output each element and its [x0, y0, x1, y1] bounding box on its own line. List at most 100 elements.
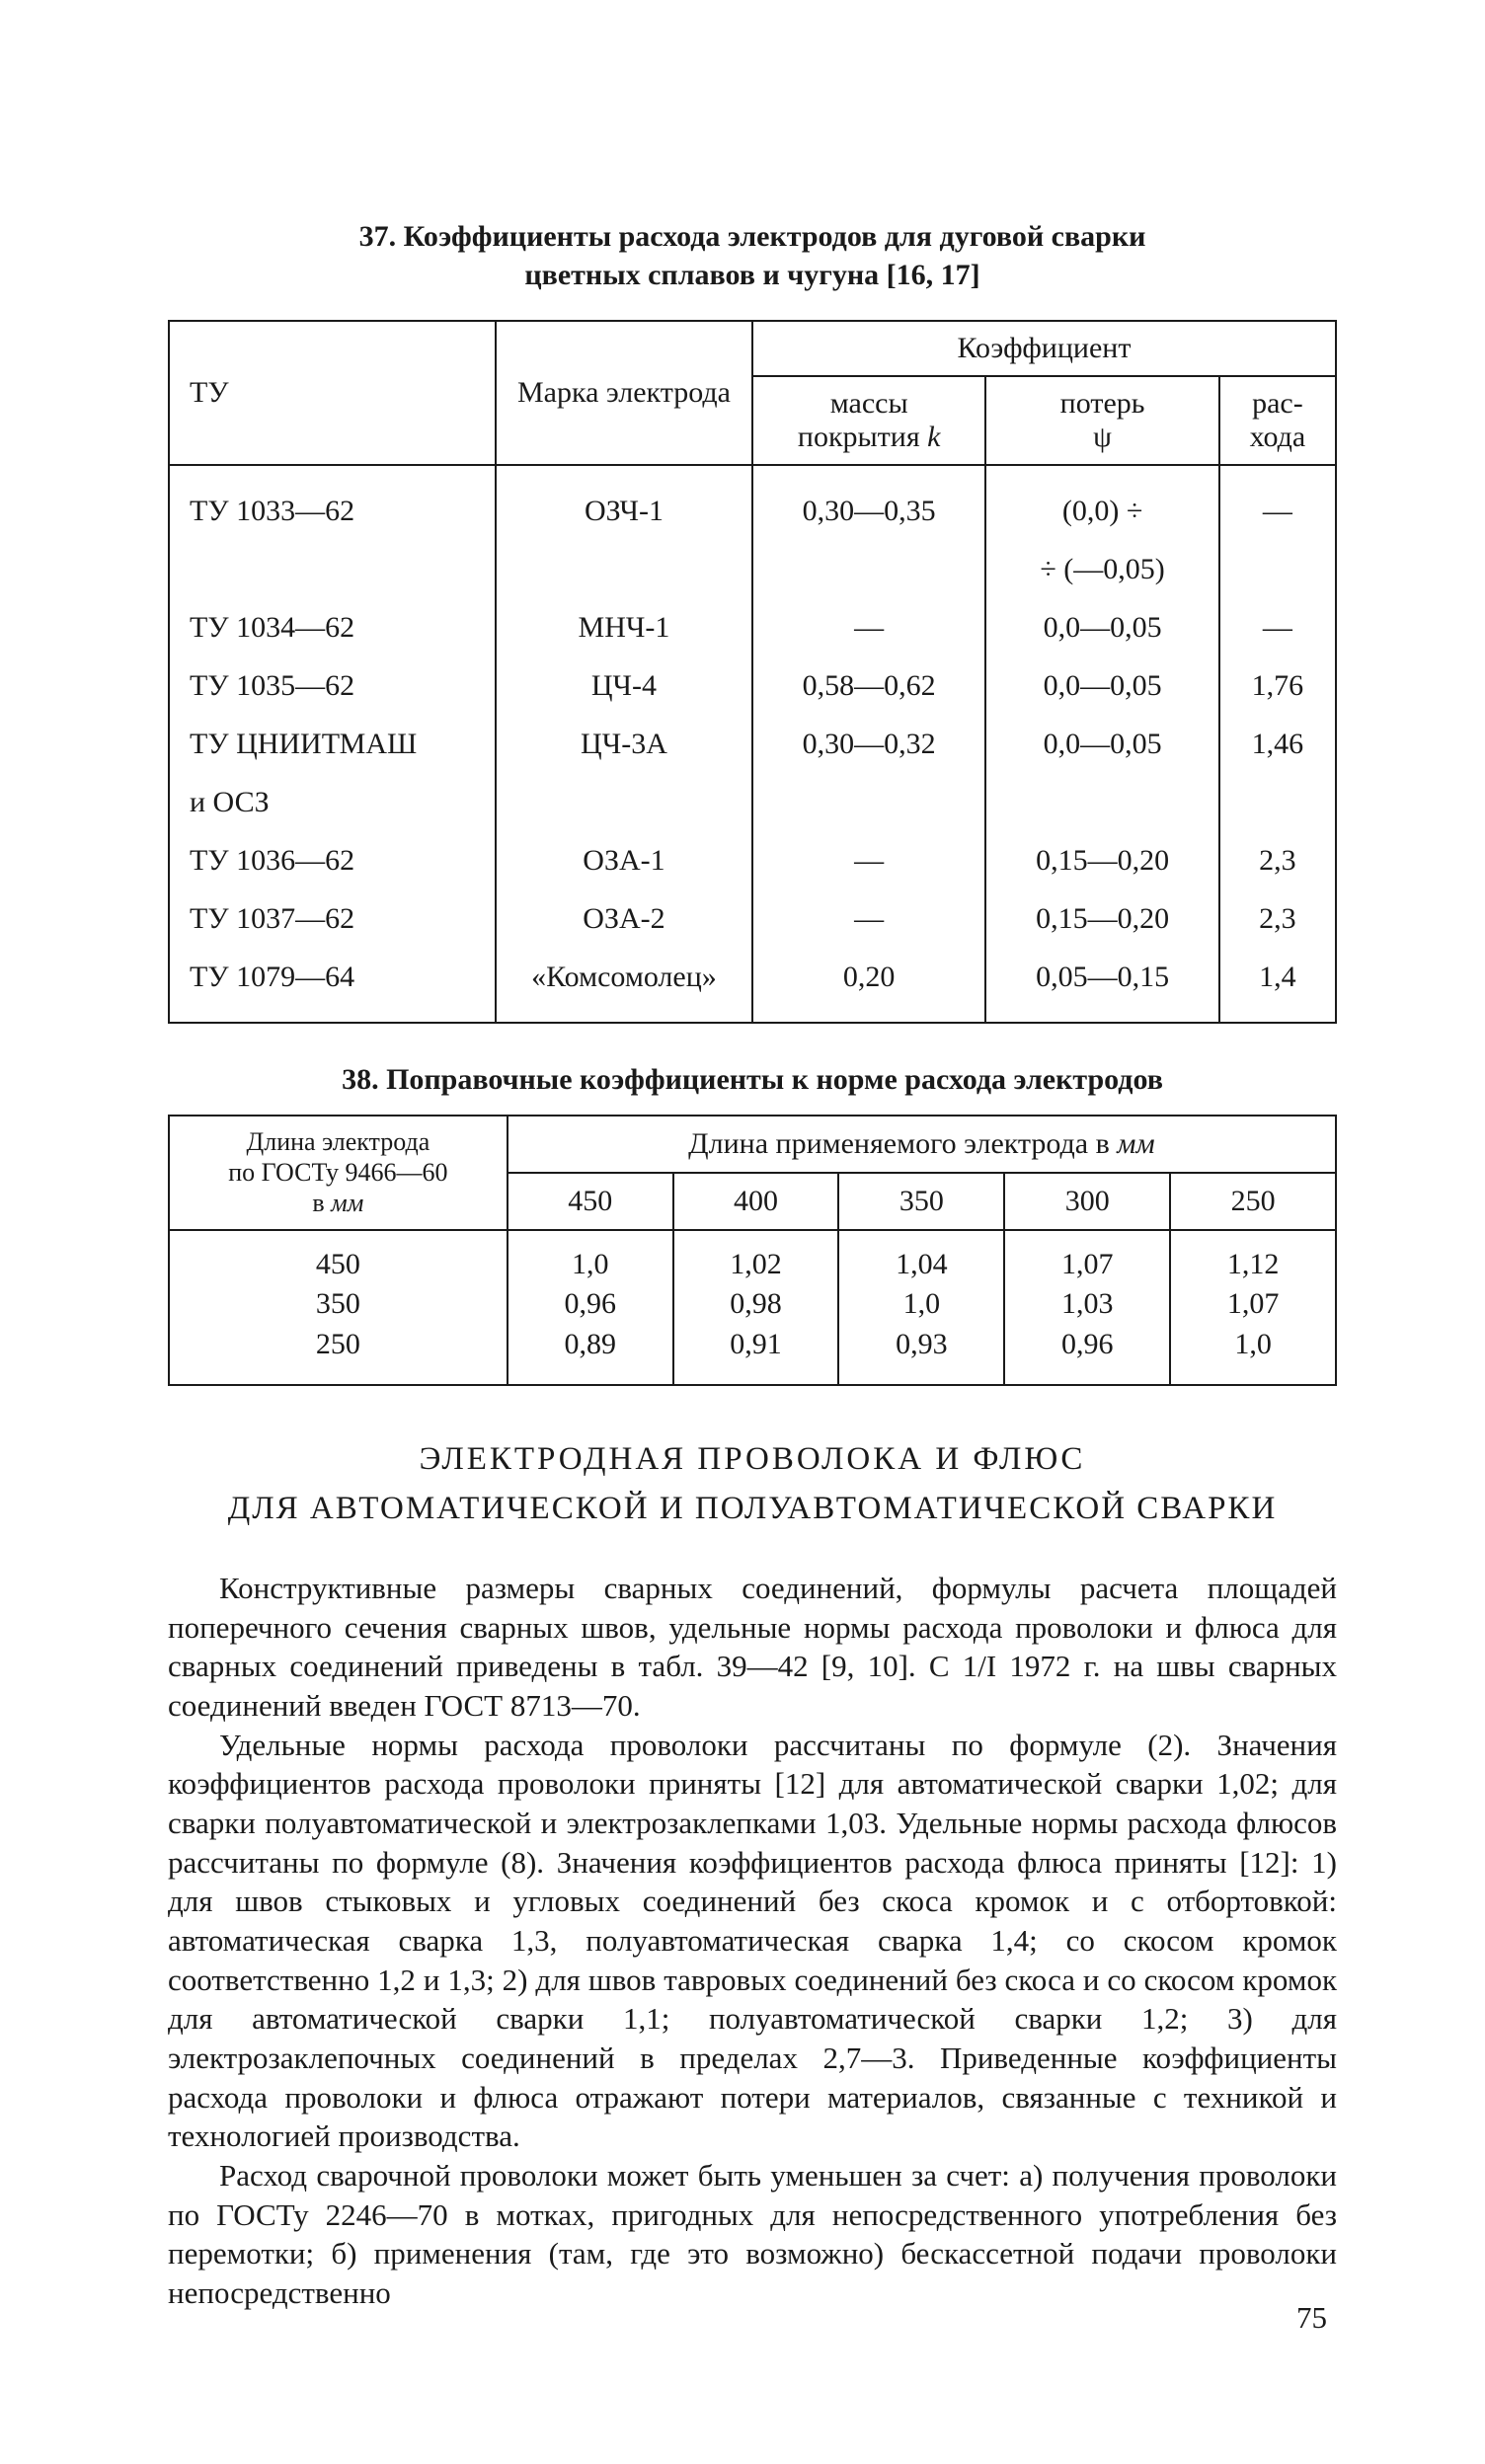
table37-row: и ОСЗ [169, 773, 1336, 831]
v: 1,04 [896, 1248, 948, 1280]
th-tu: ТУ [169, 321, 496, 465]
table37-row: ТУ 1079—64 «Комсомолец» 0,20 0,05—0,15 1… [169, 948, 1336, 1023]
cell: — [752, 889, 985, 948]
table37-row: ТУ 1035—62 ЦЧ-4 0,58—0,62 0,0—0,05 1,76 [169, 656, 1336, 715]
cell: 0,30—0,32 [752, 715, 985, 773]
cell: 0,20 [752, 948, 985, 1023]
cell: 0,58—0,62 [752, 656, 985, 715]
cell: ТУ 1036—62 [169, 831, 496, 889]
cell [1219, 773, 1336, 831]
page: 37. Коэффициенты расхода электродов для … [0, 0, 1485, 2464]
th-col: 250 [1170, 1173, 1336, 1230]
th-col: 350 [838, 1173, 1004, 1230]
cell: — [752, 598, 985, 656]
cell: — [752, 831, 985, 889]
cell: ÷ (—0,05) [985, 540, 1218, 598]
page-number: 75 [1296, 2300, 1327, 2336]
th-text: массыпокрытия k [798, 387, 941, 453]
v: 1,0 [903, 1287, 941, 1320]
v: 0,93 [896, 1328, 948, 1360]
table37-row: ТУ 1033—62 ОЗЧ-1 0,30—0,35 (0,0) ÷ — [169, 465, 1336, 540]
cell: 1,04 1,0 0,93 [838, 1230, 1004, 1386]
cell: 2,3 [1219, 889, 1336, 948]
th-text: потерьψ [1060, 387, 1145, 453]
table38-head-row1: Длина электродапо ГОСТу 9466—60в мм Длин… [169, 1116, 1336, 1173]
th-marka: Марка электрода [496, 321, 752, 465]
v: 0,91 [730, 1328, 782, 1360]
table37: ТУ Марка электрода Коэффициент массыпокр… [168, 320, 1337, 1024]
table37-row: ТУ ЦНИИТМАШ ЦЧ-3А 0,30—0,32 0,0—0,05 1,4… [169, 715, 1336, 773]
cell: ТУ ЦНИИТМАШ [169, 715, 496, 773]
table37-row: ТУ 1036—62 ОЗА-1 — 0,15—0,20 2,3 [169, 831, 1336, 889]
v: 450 [316, 1248, 360, 1280]
th-loss: потерьψ [985, 376, 1218, 465]
cell: ЦЧ-3А [496, 715, 752, 773]
v: 250 [316, 1328, 360, 1360]
v: 0,98 [730, 1287, 782, 1320]
section-title: ЭЛЕКТРОДНАЯ ПРОВОЛОКА И ФЛЮС ДЛЯ АВТОМАТ… [168, 1435, 1337, 1533]
v: 1,02 [730, 1248, 782, 1280]
cell: ТУ 1037—62 [169, 889, 496, 948]
table38-body-row: 450 350 250 1,0 0,96 0,89 1,02 0,98 0,91… [169, 1230, 1336, 1386]
cell: 0,15—0,20 [985, 831, 1218, 889]
cell: — [1219, 598, 1336, 656]
cell: 1,02 0,98 0,91 [673, 1230, 839, 1386]
cell: (0,0) ÷ [985, 465, 1218, 540]
table37-row: ТУ 1037—62 ОЗА-2 — 0,15—0,20 2,3 [169, 889, 1336, 948]
th-text: Длина электродапо ГОСТу 9466—60в мм [228, 1127, 447, 1217]
cell [752, 540, 985, 598]
cell: и ОСЗ [169, 773, 496, 831]
cell [1219, 540, 1336, 598]
cell: 1,0 0,96 0,89 [508, 1230, 673, 1386]
table38: Длина электродапо ГОСТу 9466—60в мм Длин… [168, 1115, 1337, 1386]
title-line: ЭЛЕКТРОДНАЯ ПРОВОЛОКА И ФЛЮС [420, 1441, 1086, 1477]
cell: 1,76 [1219, 656, 1336, 715]
v: 1,07 [1227, 1287, 1280, 1320]
th-text: Длина применяемого электрода в мм [688, 1127, 1154, 1160]
cell: ТУ 1034—62 [169, 598, 496, 656]
cell: ТУ 1035—62 [169, 656, 496, 715]
v: 0,96 [1061, 1328, 1114, 1360]
cell: 1,12 1,07 1,0 [1170, 1230, 1336, 1386]
cell: 0,05—0,15 [985, 948, 1218, 1023]
v: 1,03 [1061, 1287, 1114, 1320]
table37-row: ТУ 1034—62 МНЧ-1 — 0,0—0,05 — [169, 598, 1336, 656]
cell: ОЗЧ-1 [496, 465, 752, 540]
cell [985, 773, 1218, 831]
v: 1,12 [1227, 1248, 1280, 1280]
paragraph: Расход сварочной проволоки может быть ум… [168, 2156, 1337, 2313]
cell: «Комсомолец» [496, 948, 752, 1023]
cell [496, 773, 752, 831]
th-col: 400 [673, 1173, 839, 1230]
cell: 0,0—0,05 [985, 598, 1218, 656]
v: 1,07 [1061, 1248, 1114, 1280]
v: 0,96 [564, 1287, 616, 1320]
th-rate: рас-хода [1219, 376, 1336, 465]
cell: 0,15—0,20 [985, 889, 1218, 948]
th-col: 450 [508, 1173, 673, 1230]
caption-line: 37. Коэффициенты расхода электродов для … [359, 220, 1146, 253]
th-mass: массыпокрытия k [752, 376, 985, 465]
cell: 2,3 [1219, 831, 1336, 889]
table38-caption: 38. Поправочные коэффициенты к норме рас… [168, 1063, 1337, 1097]
v: 1,0 [1234, 1328, 1272, 1360]
cell [496, 540, 752, 598]
v: 0,89 [564, 1328, 616, 1360]
cell: 1,07 1,03 0,96 [1004, 1230, 1170, 1386]
th-row-header: Длина электродапо ГОСТу 9466—60в мм [169, 1116, 508, 1230]
table37-head-row1: ТУ Марка электрода Коэффициент [169, 321, 1336, 376]
cell: ТУ 1033—62 [169, 465, 496, 540]
cell: ОЗА-2 [496, 889, 752, 948]
paragraph: Конструктивные размеры сварных соединени… [168, 1569, 1337, 1726]
caption-line: цветных сплавов и чугуна [16, 17] [524, 259, 979, 291]
table37-caption: 37. Коэффициенты расхода электродов для … [168, 217, 1337, 294]
cell: 1,46 [1219, 715, 1336, 773]
cell-lengths: 450 350 250 [169, 1230, 508, 1386]
cell: МНЧ-1 [496, 598, 752, 656]
cell: — [1219, 465, 1336, 540]
cell: 0,0—0,05 [985, 715, 1218, 773]
cell: ОЗА-1 [496, 831, 752, 889]
cell: 0,30—0,35 [752, 465, 985, 540]
cell: 1,4 [1219, 948, 1336, 1023]
v: 1,0 [572, 1248, 609, 1280]
